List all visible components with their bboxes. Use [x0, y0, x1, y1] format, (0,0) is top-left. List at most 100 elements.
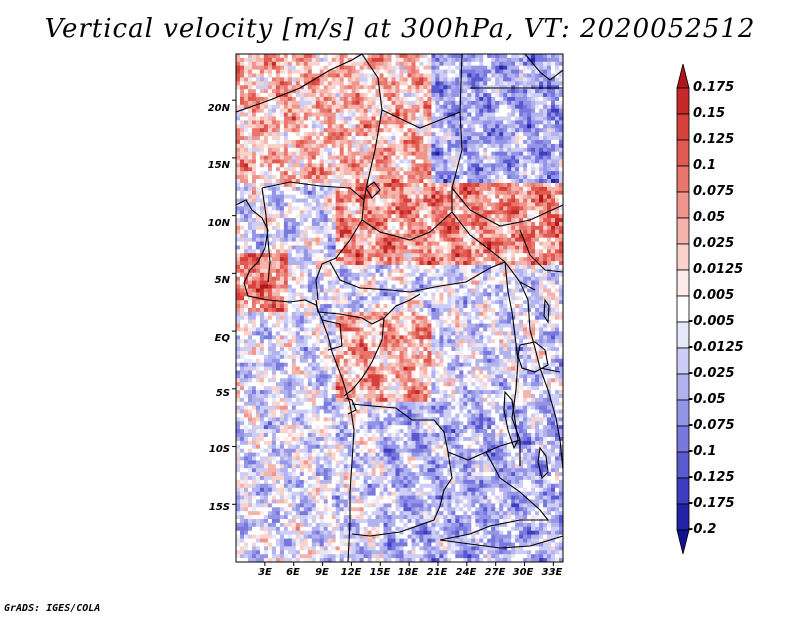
field-cell	[248, 61, 253, 67]
field-cell	[475, 163, 480, 168]
field-cell	[263, 100, 269, 106]
field-cell	[335, 65, 341, 71]
field-cell	[483, 261, 488, 266]
field-cell	[471, 179, 476, 184]
field-cell	[423, 69, 428, 75]
field-cell	[459, 124, 464, 129]
field-cell	[359, 280, 365, 286]
field-cell	[475, 120, 480, 125]
field-cell	[475, 77, 480, 82]
field-cell	[539, 202, 544, 208]
field-cell	[411, 272, 417, 278]
field-cell	[263, 116, 269, 122]
field-cell	[499, 253, 504, 258]
field-cell	[443, 268, 448, 274]
field-cell	[299, 132, 305, 137]
field-cell	[403, 257, 409, 262]
field-cell	[379, 163, 385, 168]
field-cell	[399, 284, 405, 290]
field-cell	[387, 73, 393, 79]
field-cell	[543, 140, 548, 145]
field-cell	[240, 97, 245, 102]
field-cell	[255, 104, 261, 110]
field-cell	[451, 233, 456, 239]
field-cell	[423, 202, 428, 208]
field-cell	[471, 268, 476, 274]
field-cell	[419, 268, 424, 274]
field-cell	[347, 65, 353, 71]
field-cell	[467, 183, 472, 188]
field-cell	[519, 104, 524, 110]
field-cell	[363, 89, 369, 94]
field-cell	[311, 73, 317, 79]
field-cell	[463, 253, 468, 258]
field-cell	[367, 136, 373, 141]
field-cell	[263, 186, 269, 192]
field-cell	[559, 163, 563, 168]
field-cell	[331, 218, 337, 223]
field-cell	[315, 202, 321, 208]
field-cell	[399, 159, 405, 165]
field-cell	[347, 265, 353, 270]
field-cell	[563, 113, 568, 118]
field-cell	[519, 61, 524, 67]
field-cell	[551, 100, 556, 106]
field-cell	[248, 108, 253, 114]
field-cell	[252, 276, 257, 282]
field-cell	[371, 147, 377, 153]
field-cell	[383, 198, 389, 204]
field-cell	[339, 284, 345, 290]
field-cell	[307, 89, 313, 94]
field-cell	[499, 132, 504, 137]
field-cell	[395, 147, 401, 153]
field-cell	[252, 147, 257, 153]
field-cell	[327, 73, 333, 79]
field-cell	[491, 140, 496, 145]
field-cell	[355, 186, 361, 192]
field-cell	[271, 57, 277, 63]
field-cell	[315, 280, 321, 286]
field-cell	[379, 97, 385, 102]
field-cell	[295, 214, 301, 219]
field-cell	[295, 128, 301, 133]
field-cell	[275, 124, 281, 129]
field-cell	[291, 194, 297, 200]
field-cell	[379, 218, 385, 223]
field-cell	[303, 222, 309, 227]
field-cell	[419, 65, 424, 71]
field-cell	[467, 257, 472, 262]
field-cell	[539, 73, 544, 79]
field-cell	[375, 136, 381, 141]
field-cell	[295, 183, 301, 188]
field-cell	[263, 132, 269, 137]
field-cell	[427, 175, 432, 180]
field-cell	[359, 100, 365, 106]
field-cell	[311, 140, 317, 145]
field-cell	[395, 272, 401, 278]
field-cell	[244, 280, 249, 286]
field-cell	[363, 276, 369, 282]
field-cell	[439, 151, 444, 157]
field-cell	[343, 265, 349, 270]
field-cell	[275, 186, 281, 192]
field-cell	[459, 108, 464, 114]
field-cell	[455, 190, 460, 196]
field-cell	[295, 222, 301, 227]
field-cell	[323, 268, 329, 274]
field-cell	[287, 124, 293, 129]
field-cell	[491, 233, 496, 239]
field-cell	[355, 81, 361, 86]
field-cell	[415, 175, 421, 180]
field-cell	[495, 73, 500, 79]
field-cell	[323, 81, 329, 86]
field-cell	[252, 120, 257, 125]
field-cell	[531, 171, 536, 176]
field-cell	[399, 112, 405, 118]
field-cell	[499, 100, 504, 106]
field-cell	[399, 61, 405, 67]
field-cell	[291, 190, 297, 196]
field-cell	[415, 190, 421, 196]
field-cell	[555, 233, 560, 239]
field-cell	[244, 93, 249, 98]
field-cell	[415, 132, 421, 137]
